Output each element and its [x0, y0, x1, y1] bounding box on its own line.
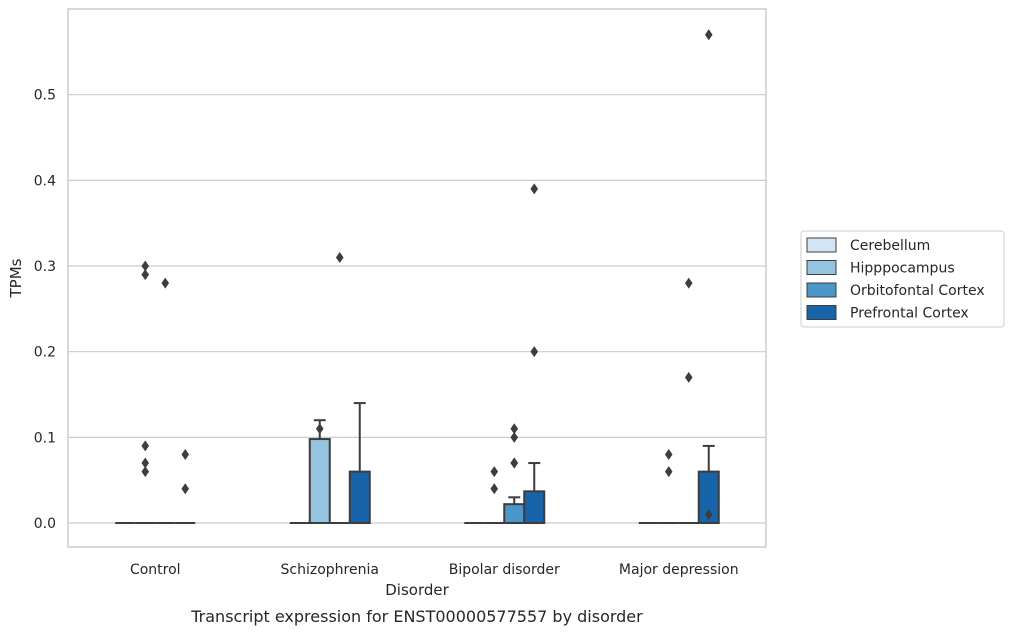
outlier-layer — [141, 29, 713, 520]
x-tick-label: Major depression — [619, 562, 739, 578]
legend: Cerebellum Hipppocampus Orbitofontal Corte… — [800, 230, 1005, 328]
legend-label: Cerebellum — [850, 238, 930, 254]
legend-label: Orbitofontal Cortex — [850, 283, 985, 299]
box — [523, 490, 546, 525]
y-tick-label: 0.0 — [34, 516, 56, 532]
plot-frame — [67, 8, 767, 548]
y-tick-label: 0.5 — [34, 88, 56, 104]
y-tick-label: 0.4 — [34, 173, 56, 189]
outlier-point — [315, 423, 324, 435]
box-group — [348, 402, 371, 525]
y-tick-label: 0.2 — [34, 345, 56, 361]
x-tick-label: Bipolar disorder — [449, 562, 560, 578]
outlier-point — [664, 466, 673, 478]
outlier-point — [684, 371, 693, 383]
box-group — [503, 496, 526, 525]
legend-entry: Prefrontal Cortex — [806, 305, 969, 322]
legend-entry: Cerebellum — [806, 237, 930, 254]
outlier-point — [161, 277, 170, 289]
y-tick-label: 0.1 — [34, 430, 56, 446]
outlier-point — [510, 423, 519, 435]
outlier-point — [141, 260, 150, 272]
outlier-point — [181, 483, 190, 495]
legend-swatch — [806, 305, 837, 320]
outlier-point — [530, 183, 539, 195]
legend-frame — [800, 230, 1005, 328]
x-axis-ticks: Control Schizophrenia Bipolar disorder Majo… — [130, 562, 739, 578]
legend-entries: Cerebellum Hipppocampus Orbitofontal Corte… — [806, 237, 985, 322]
outlier-point — [704, 508, 713, 520]
outlier-point — [141, 269, 150, 281]
outlier-point — [510, 431, 519, 443]
grid-lines — [68, 94, 766, 524]
legend-swatch — [806, 260, 837, 275]
x-tick-label: Control — [130, 562, 181, 578]
box — [348, 470, 371, 525]
outlier-point — [704, 29, 713, 41]
x-axis-label: Disorder — [385, 581, 449, 599]
y-tick-label: 0.3 — [34, 259, 56, 275]
y-axis-label: TPMs — [7, 258, 25, 298]
figure-caption: Transcript expression for ENST0000057755… — [190, 607, 643, 626]
outlier-point — [510, 457, 519, 469]
outlier-point — [181, 448, 190, 460]
y-axis-ticks: 0.0 0.1 0.2 0.3 0.4 0.5 — [34, 88, 56, 532]
outlier-point — [141, 466, 150, 478]
outlier-point — [335, 251, 344, 263]
box-group — [523, 462, 546, 525]
legend-label: Hipppocampus — [850, 261, 955, 277]
outlier-point — [141, 440, 150, 452]
x-tick-label: Schizophrenia — [281, 562, 379, 578]
box-group — [697, 444, 720, 525]
outlier-point — [490, 483, 499, 495]
legend-swatch — [806, 237, 837, 253]
legend-label: Prefrontal Cortex — [850, 306, 969, 322]
legend-entry: Hipppocampus — [806, 260, 955, 277]
outlier-point — [490, 466, 499, 478]
outlier-point — [684, 277, 693, 289]
box-group — [308, 419, 331, 525]
legend-swatch — [806, 282, 837, 298]
box — [308, 438, 331, 525]
legend-entry: Orbitofontal Cortex — [806, 282, 985, 299]
box — [503, 503, 526, 525]
outlier-point — [664, 448, 673, 460]
box-series-layer — [115, 402, 720, 525]
outlier-point — [141, 457, 150, 469]
outlier-point — [530, 346, 539, 358]
